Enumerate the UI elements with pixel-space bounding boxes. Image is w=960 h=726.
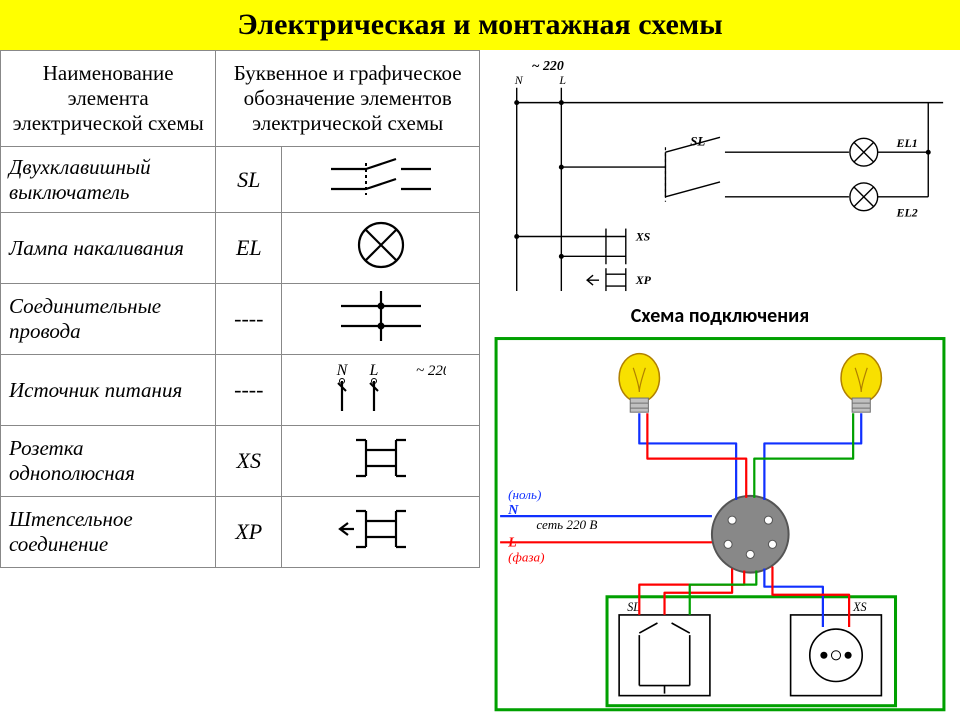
- symbol-table-panel: Наименование элемента электрической схем…: [0, 50, 480, 720]
- table-row: Розетка однополюснаяXS: [1, 426, 480, 497]
- table-row: Источник питания---- N L ~ 220: [1, 355, 480, 426]
- page-title: Электрическая и монтажная схемы: [0, 0, 960, 50]
- row-symbol: [282, 147, 480, 213]
- svg-text:N: N: [514, 73, 524, 87]
- row-symbol: [282, 284, 480, 355]
- wiring-diagram: (ноль) N сеть 220 В L (фаза): [480, 330, 960, 726]
- row-name: Двухклавишный выключатель: [1, 147, 216, 213]
- svg-text:сеть 220 В: сеть 220 В: [536, 517, 597, 532]
- row-name: Лампа накаливания: [1, 213, 216, 284]
- row-code: XS: [216, 426, 282, 497]
- row-symbol: [282, 497, 480, 568]
- right-panel: ~ 220 N L SL EL1 EL2: [480, 50, 960, 720]
- svg-text:L: L: [558, 73, 566, 87]
- table-row: Двухклавишный выключательSL: [1, 147, 480, 213]
- row-symbol: [282, 426, 480, 497]
- svg-text:EL1: EL1: [896, 136, 918, 150]
- schematic-diagram: ~ 220 N L SL EL1 EL2: [480, 50, 960, 300]
- row-name: Розетка однополюсная: [1, 426, 216, 497]
- svg-text:L: L: [368, 362, 378, 379]
- svg-text:XS: XS: [852, 600, 866, 614]
- title-text: Электрическая и монтажная схемы: [237, 8, 722, 42]
- content: Наименование элемента электрической схем…: [0, 50, 960, 720]
- row-code: XP: [216, 497, 282, 568]
- svg-text:~ 220: ~ 220: [416, 363, 446, 379]
- svg-text:XS: XS: [635, 229, 651, 243]
- svg-text:XP: XP: [635, 273, 652, 287]
- row-name: Источник питания: [1, 355, 216, 426]
- svg-text:N: N: [335, 362, 348, 379]
- svg-text:~ 220: ~ 220: [532, 59, 564, 74]
- table-row: Штепсельное соединениеXP: [1, 497, 480, 568]
- symbol-table: Наименование элемента электрической схем…: [0, 50, 480, 568]
- col-header-symbol: Буквенное и графическое обозначение элем…: [216, 51, 480, 147]
- row-symbol: N L ~ 220: [282, 355, 480, 426]
- row-name: Соединительные провода: [1, 284, 216, 355]
- wiring-title: Схема подключения: [480, 300, 960, 330]
- row-name: Штепсельное соединение: [1, 497, 216, 568]
- row-code: EL: [216, 213, 282, 284]
- col-header-name: Наименование элемента электрической схем…: [1, 51, 216, 147]
- svg-text:(ноль): (ноль): [508, 487, 541, 502]
- table-row: Соединительные провода----: [1, 284, 480, 355]
- row-code: ----: [216, 284, 282, 355]
- svg-text:(фаза): (фаза): [508, 549, 544, 564]
- svg-text:EL2: EL2: [896, 206, 918, 220]
- row-code: SL: [216, 147, 282, 213]
- row-symbol: [282, 213, 480, 284]
- table-row: Лампа накаливанияEL: [1, 213, 480, 284]
- row-code: ----: [216, 355, 282, 426]
